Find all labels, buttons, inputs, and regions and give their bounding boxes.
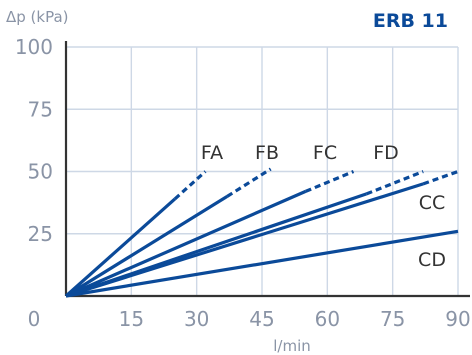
grid-layer <box>66 46 459 296</box>
series-dashed-fc <box>304 170 355 193</box>
y-tick-label-25: 25 <box>28 222 53 246</box>
series-line-fb <box>65 195 229 298</box>
x-tick-label-75: 75 <box>380 307 405 331</box>
series-dashed-fd <box>365 170 424 196</box>
x-tick-label-0: 0 <box>28 307 41 331</box>
y-tick-label-75: 75 <box>28 97 53 121</box>
series-label-fc: FC <box>313 142 337 164</box>
x-tick-label-30: 30 <box>184 307 209 331</box>
series-line-cc <box>65 182 424 298</box>
x-tick-label-45: 45 <box>249 307 274 331</box>
series-dashed-fb <box>226 167 272 198</box>
series-label-cc: CC <box>419 192 446 214</box>
series-labels: FA FB FC FD CC CD <box>201 142 446 271</box>
y-tick-label-50: 50 <box>28 160 53 184</box>
series-dashed-fa <box>173 170 207 201</box>
x-tick-label-90: 90 <box>445 307 470 331</box>
y-axis-title: Δp (kPa) <box>6 8 69 26</box>
x-tick-label-60: 60 <box>315 307 340 331</box>
series-line-fc <box>65 189 307 298</box>
series-label-cd: CD <box>418 249 446 271</box>
x-tick-label-15: 15 <box>119 307 144 331</box>
series-dashed-cc <box>422 169 459 186</box>
series-line-fa <box>64 197 176 298</box>
series-label-fb: FB <box>255 142 279 164</box>
y-tick-label-100: 100 <box>15 35 53 59</box>
series-line-cd <box>65 229 459 298</box>
axis-layer <box>64 41 470 298</box>
series-lines <box>64 167 459 298</box>
series-label-fd: FD <box>373 142 399 164</box>
tick-labels: 0 15 30 45 60 75 90 25 50 75 100 <box>15 35 471 331</box>
x-axis-title: l/min <box>273 337 311 355</box>
chart-title: ERB 11 <box>373 10 448 32</box>
series-label-fa: FA <box>201 142 223 164</box>
